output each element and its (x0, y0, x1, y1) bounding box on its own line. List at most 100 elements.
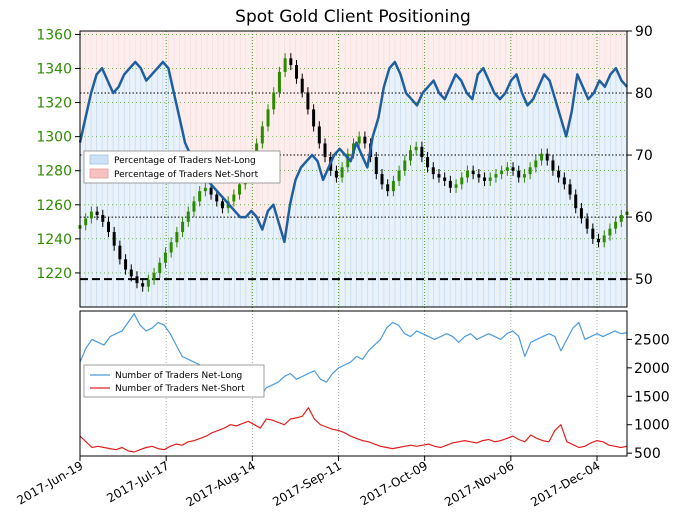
price-candle-body (215, 194, 219, 202)
price-candle-body (608, 228, 612, 236)
price-candle-body (426, 157, 430, 168)
bottom-right-axis-tick-label: 1000 (634, 418, 670, 434)
price-candle-body (220, 201, 224, 209)
price-candle-body (186, 211, 190, 222)
price-candle-body (260, 126, 264, 144)
left-axis-tick-label: 1300 (36, 130, 72, 146)
price-candle-body (437, 174, 441, 178)
price-candle-body (511, 167, 515, 171)
price-candle-body (374, 157, 378, 175)
x-axis: 2017-Jun-19 2017-Jul-17 2017-Aug-14 2017-Se… (15, 456, 603, 509)
price-candle-body (397, 170, 401, 181)
right-axis-tick-label: 80 (635, 86, 653, 102)
x-axis-tick-label: 2017-Dec-04 (528, 458, 602, 509)
price-candle-body (152, 272, 156, 280)
price-candle-body (124, 259, 128, 270)
x-axis-tick-label: 2017-Jul-17 (104, 458, 171, 505)
top-panel: 1220 1240 1260 1280 1300 1320 1340 1360 50 60 70 80… (36, 24, 653, 456)
price-candle-body (500, 170, 504, 175)
top-legend: Percentage of Traders Net-Long Percentage… (83, 150, 281, 184)
left-axis-tick-label: 1240 (36, 232, 72, 248)
price-candle-body (141, 283, 145, 287)
pct-net-long-line (78, 60, 628, 244)
price-candle-body (112, 232, 116, 246)
price-candle-body (602, 235, 606, 243)
bottom-right-axis-tick-label: 2500 (634, 332, 670, 348)
price-candle-body (574, 194, 578, 209)
left-axis-tick-label: 1280 (36, 164, 72, 180)
price-candle-body (619, 215, 623, 222)
right-axis-tick-label: 70 (635, 148, 653, 164)
price-candle-body (471, 170, 475, 175)
price-candle-body (454, 184, 458, 188)
right-axis-tick-label: 60 (635, 210, 653, 226)
price-candle-body (312, 109, 316, 127)
price-candle-body (238, 184, 242, 195)
price-candle-body (289, 58, 293, 66)
price-candle-body (163, 252, 167, 263)
price-candle-body (460, 177, 464, 185)
price-candle-body (614, 221, 618, 229)
top-legend-label: Percentage of Traders Net-Long (114, 156, 256, 166)
price-candle-body (597, 238, 601, 243)
bottom-plot-frame (79, 310, 628, 457)
price-candle-body (443, 177, 447, 181)
price-candle-body (272, 92, 276, 110)
price-candle-body (203, 187, 207, 192)
price-candle-body (192, 201, 196, 212)
price-candle-body (334, 170, 338, 178)
price-candle-body (431, 167, 435, 175)
price-candle-body (209, 187, 213, 195)
price-candle-body (528, 167, 532, 175)
left-axis-tick-label: 1320 (36, 96, 72, 112)
bottom-legend-label: Number of Traders Net-Short (115, 384, 245, 394)
right-axis-tick-label: 50 (635, 272, 653, 288)
price-candle-body (277, 71, 281, 93)
price-candle-body (84, 218, 88, 226)
price-candle-body (306, 92, 310, 110)
bottom-panel: 500 1000 1500 2000 2500 Number of Traders Net… (79, 310, 670, 462)
bottom-legend-box (83, 364, 265, 398)
left-axis-tick-label: 1340 (36, 61, 72, 77)
top-legend-box (83, 150, 281, 184)
price-candle-body (568, 184, 572, 195)
price-candle-body (295, 65, 299, 79)
bottom-legend-label: Number of Traders Net-Long (115, 371, 242, 381)
x-axis-tick-label: 2017-Nov-06 (442, 458, 516, 509)
price-candle-body (380, 174, 384, 185)
price-candle-body (283, 58, 287, 72)
price-candle-body (551, 160, 555, 171)
price-candle-body (146, 279, 150, 287)
bottom-right-axis-tick-label: 2000 (634, 361, 670, 377)
price-candle-body (101, 215, 105, 222)
price-candle-body (414, 146, 418, 151)
net-long-area (80, 62, 627, 307)
price-candle-body (175, 232, 179, 243)
right-axis-tick-label: 90 (635, 24, 653, 40)
price-candle-body (317, 126, 321, 144)
price-candle-body (494, 174, 498, 178)
price-candle-body (169, 242, 173, 253)
top-legend-swatch (89, 168, 109, 179)
top-legend-swatch (89, 154, 109, 165)
price-candle-body (135, 276, 139, 284)
price-candle-body (106, 221, 110, 233)
price-candle-body (300, 78, 304, 93)
price-candle-body (403, 160, 407, 171)
left-axis-tick-label: 1260 (36, 198, 72, 214)
price-candle-body (517, 170, 521, 178)
price-candle-body (266, 109, 270, 127)
bottom-right-axis-tick-label: 1500 (634, 389, 670, 405)
price-candle-body (408, 150, 412, 161)
price-candle-body (448, 180, 452, 188)
price-candle-body (477, 174, 481, 178)
price-candle-body (483, 177, 487, 181)
price-candle-body (386, 184, 390, 192)
price-candle-body (585, 218, 589, 229)
price-candle-body (232, 194, 236, 202)
price-candle-body (522, 174, 526, 178)
price-candle-body (129, 269, 133, 277)
num-net-long-line (79, 313, 628, 397)
chart-title: Spot Gold Client Positioning (235, 7, 471, 27)
